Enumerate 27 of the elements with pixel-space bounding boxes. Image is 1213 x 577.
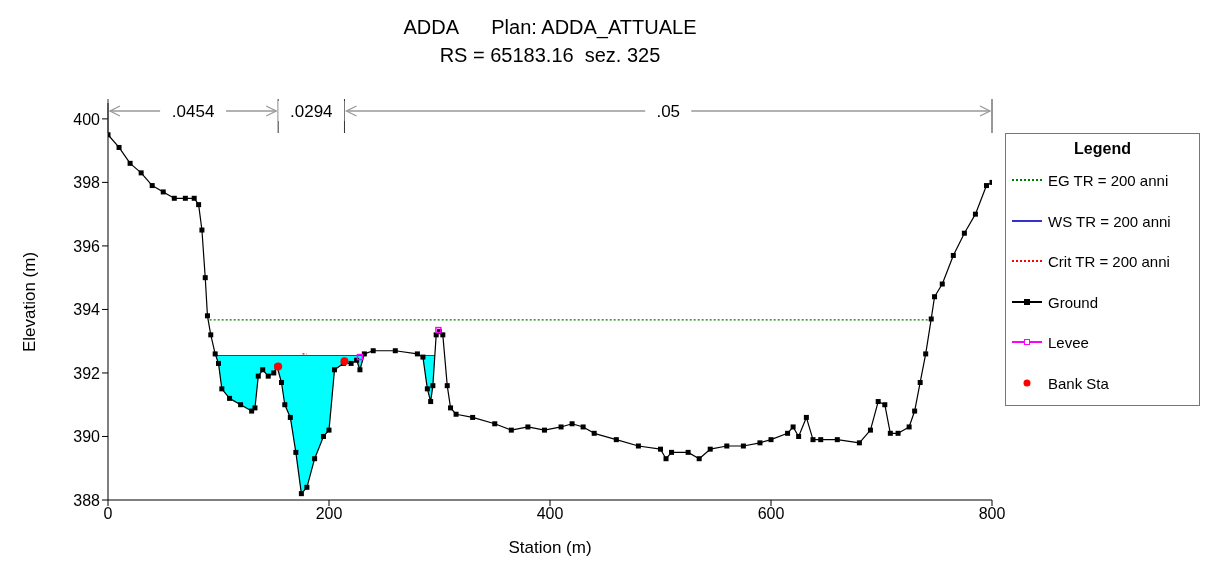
y-tick-label: 392 xyxy=(73,364,101,382)
x-tick-label: 200 xyxy=(315,505,343,523)
point xyxy=(356,353,364,361)
x-tick-label: 0 xyxy=(103,505,113,523)
legend-label: Ground xyxy=(1048,293,1099,311)
legend-label: Crit TR = 200 anni xyxy=(1048,252,1170,270)
x-tick-label: 600 xyxy=(757,505,785,523)
legend-label: WS TR = 200 anni xyxy=(1048,212,1171,230)
y-tick-label: 388 xyxy=(73,491,101,509)
legend-title: Legend xyxy=(1073,139,1132,159)
x-axis-title: Station (m) xyxy=(507,538,593,558)
legend-label: Bank Sta xyxy=(1048,374,1109,392)
chart-subtitle: RS = 65183.16 sez. 325 xyxy=(438,44,662,67)
y-tick-label: 400 xyxy=(73,110,101,128)
legend-label: Levee xyxy=(1048,333,1089,351)
y-tick-label: 394 xyxy=(73,301,101,319)
x-tick-label: 400 xyxy=(536,505,564,523)
y-axis-title: Elevation (m) xyxy=(20,251,40,352)
x-tick-label: 800 xyxy=(978,505,1006,523)
chart-title: ADDA Plan: ADDA_ATTUALE xyxy=(402,16,698,39)
annotation: .0454 xyxy=(171,102,215,121)
legend-label: EG TR = 200 anni xyxy=(1048,171,1169,189)
annotation: .0294 xyxy=(290,102,333,121)
y-tick-label: 396 xyxy=(73,237,101,255)
annotation: .05 xyxy=(656,102,681,121)
y-tick-label: 398 xyxy=(73,174,101,192)
y-tick-label: 390 xyxy=(73,428,101,446)
